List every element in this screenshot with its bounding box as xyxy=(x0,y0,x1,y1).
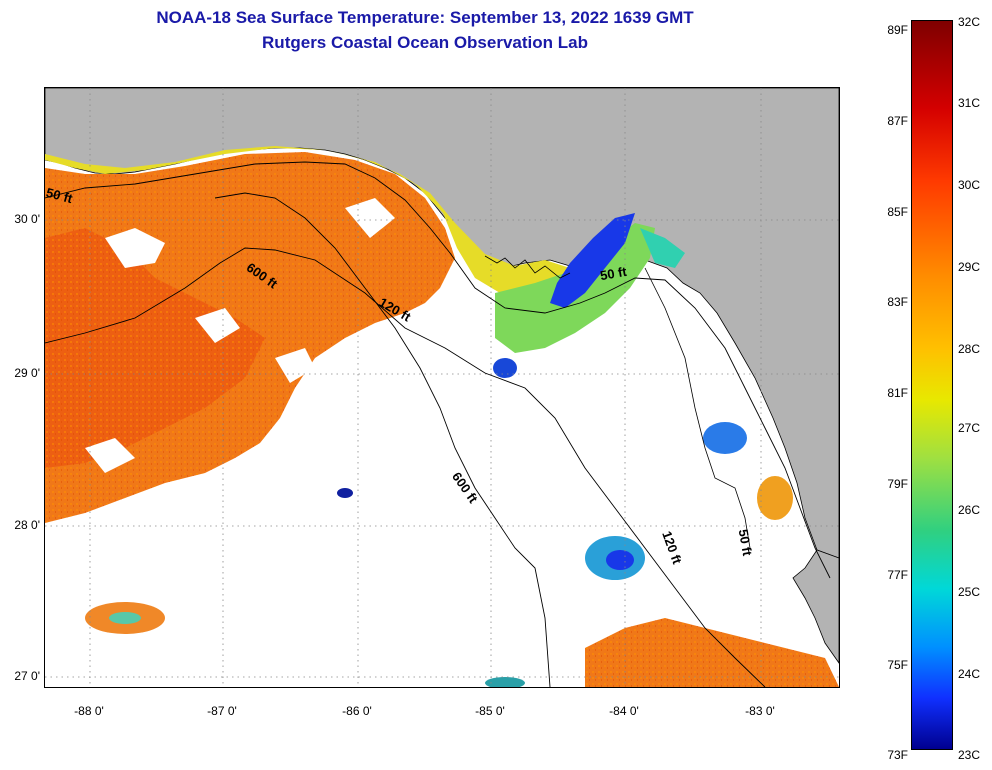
lat-label-27: 27 0' xyxy=(14,669,40,683)
colorbar-c-23: 23C xyxy=(958,748,981,762)
nearshore-band xyxy=(45,146,590,298)
bathymetry-contours xyxy=(45,161,831,687)
colorbar-c-29: 29C xyxy=(958,260,981,274)
lon-label-84: -84 0' xyxy=(609,704,639,718)
lon-label-83: -83 0' xyxy=(745,704,775,718)
cold-water-core xyxy=(550,213,635,308)
lat-label-28: 28 0' xyxy=(14,518,40,532)
colorbar-f-87: 87F xyxy=(887,114,908,128)
lon-label-88: -88 0' xyxy=(74,704,104,718)
colorbar-c-28: 28C xyxy=(958,342,981,356)
scattered-patches xyxy=(85,358,793,687)
colorbar-f-83: 83F xyxy=(887,295,908,309)
coastline-east xyxy=(644,267,751,549)
colorbar-f-79: 79F xyxy=(887,477,908,491)
map-title: NOAA-18 Sea Surface Temperature: Septemb… xyxy=(156,8,694,27)
coastline-detail xyxy=(484,255,571,279)
colorbar-c-30: 30C xyxy=(958,178,981,192)
sst-map-canvas xyxy=(45,88,839,687)
colorbar-f-89: 89F xyxy=(887,23,908,37)
temperature-colorbar xyxy=(911,20,953,750)
cloud-patches xyxy=(85,198,395,473)
lon-label-86: -86 0' xyxy=(342,704,372,718)
colorbar-c-31: 31C xyxy=(958,96,981,110)
sst-map xyxy=(44,87,840,688)
colorbar-f-73: 73F xyxy=(887,748,908,762)
south-warm-texture xyxy=(585,618,839,687)
land-peninsula xyxy=(792,549,839,664)
lon-label-85: -85 0' xyxy=(475,704,505,718)
teal-water xyxy=(640,228,685,268)
colorbar-c-25: 25C xyxy=(958,585,981,599)
colorbar-f-81: 81F xyxy=(887,386,908,400)
lon-label-87: -87 0' xyxy=(207,704,237,718)
lat-label-30: 30 0' xyxy=(14,212,40,226)
colorbar-c-27: 27C xyxy=(958,421,981,435)
colorbar-c-26: 26C xyxy=(958,503,981,517)
map-subtitle: Rutgers Coastal Ocean Observation Lab xyxy=(262,33,588,52)
colorbar-f-77: 77F xyxy=(887,568,908,582)
colorbar-f-75: 75F xyxy=(887,658,908,672)
colorbar-c-32: 32C xyxy=(958,15,981,29)
colorbar-f-85: 85F xyxy=(887,205,908,219)
colorbar-c-24: 24C xyxy=(958,667,981,681)
lat-label-29: 29 0' xyxy=(14,366,40,380)
